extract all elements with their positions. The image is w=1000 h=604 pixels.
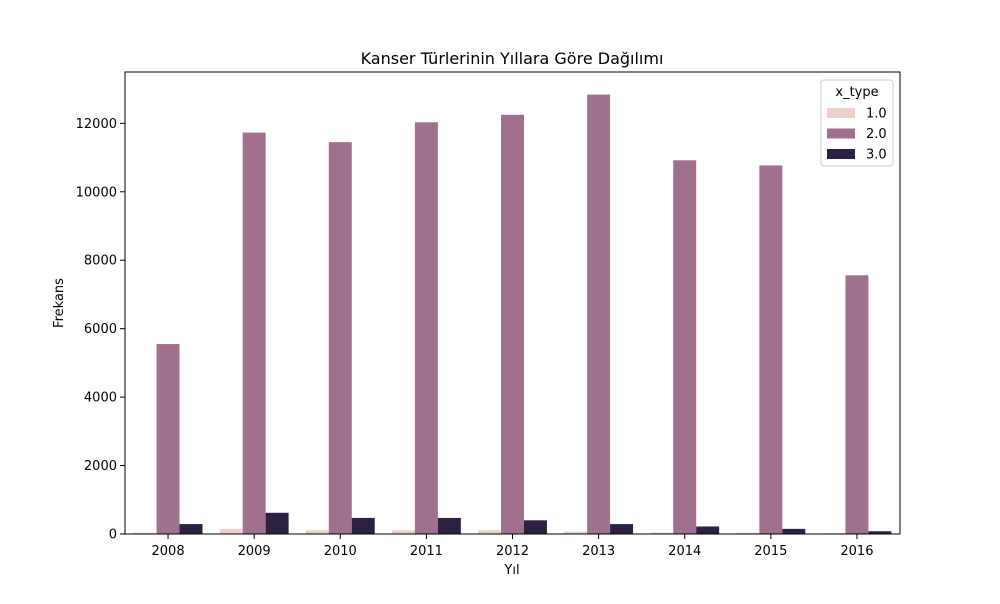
bar-3-0-2014	[696, 526, 720, 534]
bar-3-0-2009	[265, 512, 289, 534]
bar-2-0-2015	[759, 165, 783, 534]
x-tick-label: 2009	[238, 544, 271, 559]
bar-1-0-2008	[133, 532, 157, 534]
bar-2-0-2012	[501, 114, 524, 535]
bar-1-0-2010	[305, 530, 329, 534]
x-tick-label: 2016	[840, 544, 873, 559]
bar-3-0-2010	[351, 517, 375, 534]
legend-label-3-0: 3.0	[866, 148, 887, 163]
bar-2-0-2016	[845, 275, 869, 534]
legend-box	[820, 79, 894, 167]
bar-1-0-2009	[219, 528, 243, 534]
bar-3-0-2011	[437, 517, 461, 534]
legend-label-2-0: 2.0	[866, 127, 887, 142]
bar-2-0-2011	[414, 122, 438, 534]
bar-1-0-2014	[650, 532, 674, 534]
y-tick-label: 4000	[84, 391, 117, 406]
bar-2-0-2014	[673, 160, 697, 534]
legend-swatch-1-0	[827, 108, 855, 118]
y-tick-label: 0	[109, 528, 117, 543]
bar-2-0-2009	[242, 132, 266, 534]
bars-layer	[133, 94, 892, 535]
bar-3-0-2012	[523, 520, 547, 534]
y-tick-label: 12000	[76, 117, 117, 132]
x-tick-label: 2014	[668, 544, 701, 559]
bar-2-0-2008	[156, 344, 180, 534]
bar-3-0-2015	[782, 528, 806, 534]
x-tick-label: 2008	[152, 544, 185, 559]
legend: x_type 1.0 2.0 3.0	[820, 79, 894, 167]
y-tick-label: 6000	[84, 322, 117, 337]
x-tick-label: 2011	[410, 544, 443, 559]
y-tick-label: 2000	[84, 459, 117, 474]
legend-label-1-0: 1.0	[866, 107, 887, 122]
x-tick-label: 2012	[496, 544, 529, 559]
bar-3-0-2013	[610, 524, 634, 534]
bar-2-0-2010	[328, 142, 352, 534]
bar-1-0-2011	[391, 530, 415, 534]
bar-3-0-2016	[868, 531, 892, 534]
bar-1-0-2013	[564, 531, 588, 534]
legend-swatch-3-0	[827, 149, 855, 159]
bar-2-0-2013	[587, 94, 611, 534]
bar-3-0-2008	[179, 524, 203, 534]
x-tick-label: 2010	[324, 544, 357, 559]
y-tick-label: 10000	[76, 185, 117, 200]
axes-layer: 0 2000 4000 6000 8000 10000 12000 2008 2009 2010 2…	[76, 71, 901, 559]
legend-swatch-2-0	[827, 128, 855, 139]
legend-title: x_type	[835, 85, 878, 100]
bar-1-0-2015	[736, 532, 760, 534]
bar-1-0-2012	[478, 530, 502, 534]
x-tick-label: 2013	[582, 544, 615, 559]
x-axis-label: Yıl	[503, 563, 519, 578]
chart-title: Kanser Türlerinin Yıllara Göre Dağılımı	[361, 49, 664, 68]
y-axis-label: Frekans	[52, 278, 67, 328]
y-tick-label: 8000	[84, 254, 117, 269]
x-tick-label: 2015	[754, 544, 787, 559]
